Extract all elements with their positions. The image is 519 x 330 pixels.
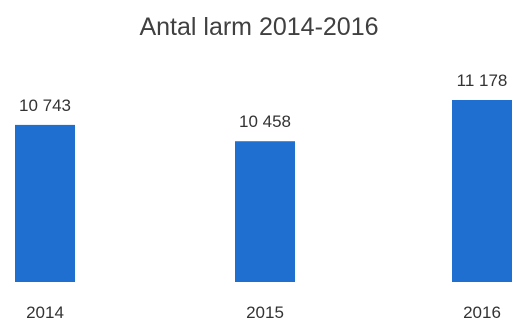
bar-2016 bbox=[452, 99, 512, 282]
category-label-2014: 2014 bbox=[26, 303, 64, 322]
bars-group bbox=[15, 99, 512, 282]
value-labels-group: 10 743 10 458 11 178 bbox=[19, 71, 507, 131]
category-label-2016: 2016 bbox=[463, 303, 501, 322]
category-labels-group: 2014 2015 2016 bbox=[26, 303, 501, 322]
value-label-2015: 10 458 bbox=[239, 112, 291, 131]
value-label-2016: 11 178 bbox=[457, 71, 508, 90]
chart-title: Antal larm 2014-2016 bbox=[139, 13, 378, 41]
bar-2015 bbox=[235, 141, 295, 282]
bar-2014 bbox=[15, 124, 75, 282]
category-label-2015: 2015 bbox=[246, 303, 284, 322]
value-label-2014: 10 743 bbox=[19, 96, 71, 115]
